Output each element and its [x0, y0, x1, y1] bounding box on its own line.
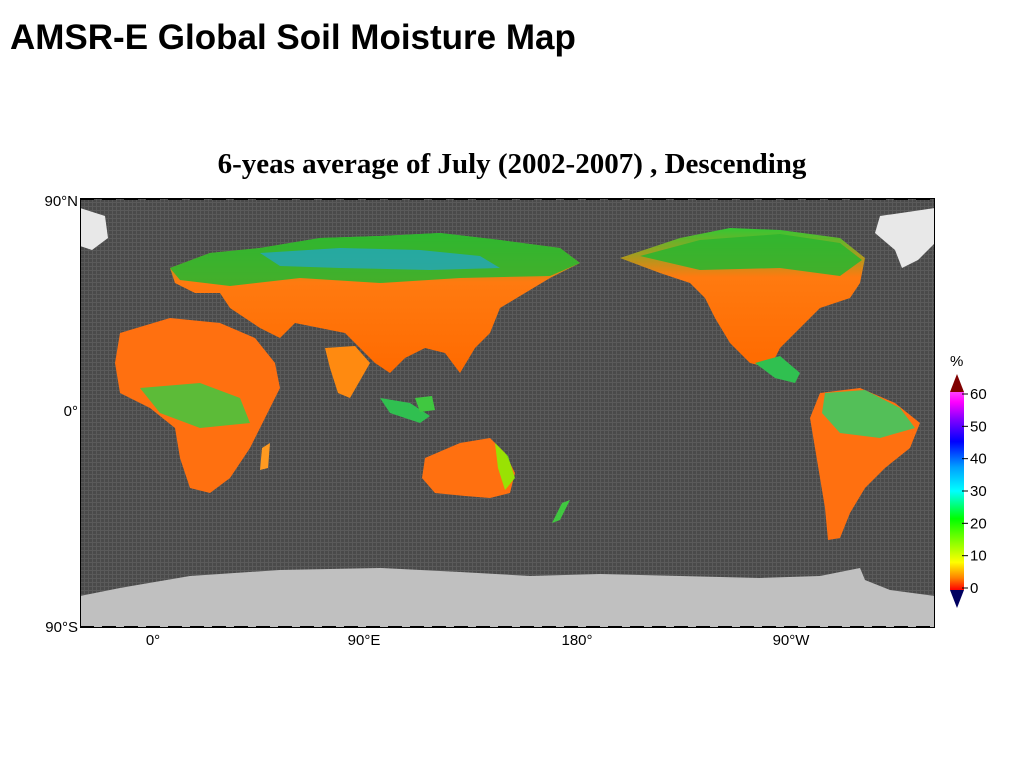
australia-east-vegetation: [495, 443, 515, 490]
borneo-landmass: [415, 396, 435, 412]
madagascar-landmass: [260, 443, 270, 470]
colorbar-tick-label: 20: [970, 515, 987, 532]
new-zealand-landmass: [552, 500, 570, 523]
colorbar-tick-label: 50: [970, 418, 987, 435]
colorbar: % 60 50 40 30 20 10 0: [950, 353, 987, 608]
greenland-landmass: [875, 208, 935, 268]
lon-label-90e: 90°E: [347, 632, 381, 649]
colorbar-bottom-arrow: [950, 590, 964, 608]
lat-label-90n: 90°N: [44, 193, 78, 210]
colorbar-tick-label: 0: [970, 580, 978, 597]
map-subtitle: 6-yeas average of July (2002-2007) , Des…: [217, 148, 807, 180]
lat-label-90s: 90°S: [45, 619, 78, 636]
lat-label-equator: 0°: [63, 403, 78, 420]
colorbar-tick-label: 30: [970, 483, 987, 500]
central-america-landmass: [755, 356, 800, 383]
colorbar-tick-label: 10: [970, 548, 987, 565]
australia-landmass: [422, 438, 515, 498]
lon-label-90w: 90°W: [772, 632, 810, 649]
page-title: AMSR-E Global Soil Moisture Map: [10, 18, 576, 57]
southeast-asia-islands: [380, 398, 430, 423]
map-frame: [80, 198, 935, 628]
antarctica-landmass: [80, 568, 935, 628]
arctic-island-landmass: [80, 208, 108, 250]
colorbar-unit: %: [950, 353, 963, 370]
india-landmass: [325, 346, 370, 398]
siberia-wet-band: [260, 248, 500, 270]
africa-central-vegetation: [140, 383, 250, 428]
north-america-boreal-band: [640, 234, 862, 276]
colorbar-top-arrow: [950, 374, 964, 392]
colorbar-gradient: [950, 392, 964, 590]
lon-label-0: 0°: [145, 632, 161, 649]
amazon-vegetation: [822, 390, 915, 438]
colorbar-tick-label: 40: [970, 451, 987, 468]
lon-label-180: 180°: [561, 632, 593, 649]
colorbar-tick-label: 60: [970, 386, 987, 403]
soil-moisture-map: [80, 198, 935, 628]
